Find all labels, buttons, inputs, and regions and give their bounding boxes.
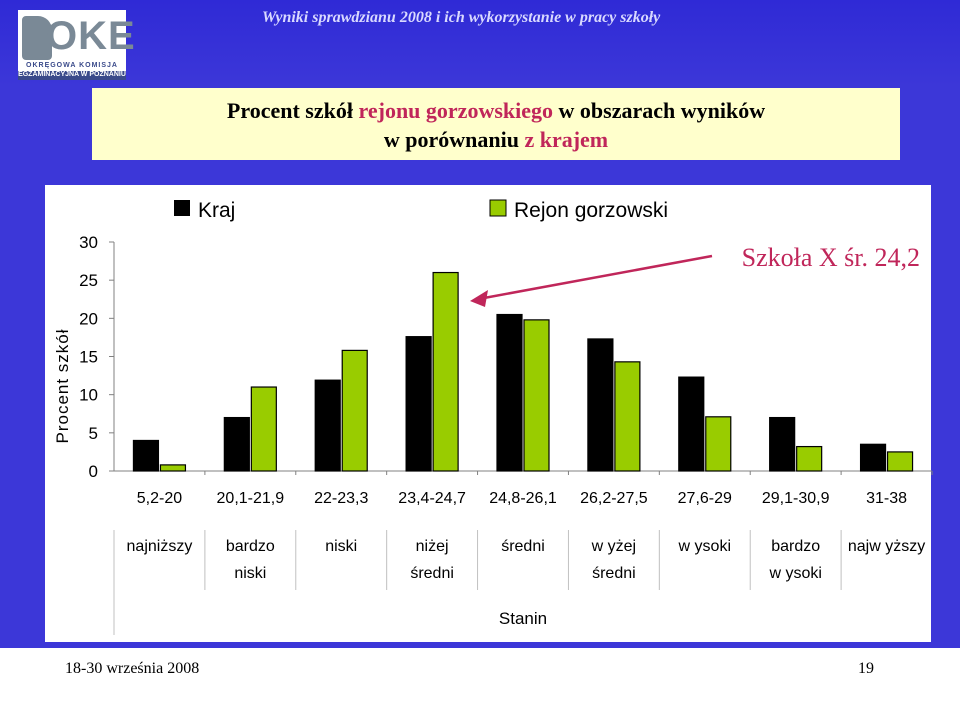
header-title: Wyniki sprawdzianu 2008 i ich wykorzysta… [262, 9, 661, 26]
title-highlight: z krajem [524, 127, 609, 152]
slide-title-line2: w porównaniu z krajem [92, 127, 900, 153]
y-tick-label: 25 [79, 271, 98, 290]
bar-kraj [859, 443, 887, 472]
legend-label-kraj: Kraj [198, 199, 235, 222]
annotation-arrow-line [483, 254, 713, 300]
stanin-label: niski [325, 538, 357, 555]
footer-page-number: 19 [858, 660, 874, 677]
annotation-arrow-head-icon [470, 290, 488, 307]
bar-kraj [405, 336, 432, 472]
y-axis-title: Procent szkół [53, 328, 72, 443]
y-tick-label: 0 [89, 462, 98, 481]
bar-kraj [769, 416, 796, 472]
bar-rejon [705, 416, 732, 472]
y-tick-label: 15 [79, 348, 98, 367]
bar-kraj [678, 376, 705, 472]
stanin-label: najw yższy [848, 538, 925, 555]
chart-panel [45, 185, 931, 642]
bar-rejon [250, 386, 277, 472]
x-category-label: 5,2-20 [137, 490, 182, 507]
stanin-label: niżej [416, 538, 449, 555]
stanin-label: bardzo [771, 538, 820, 555]
x-category-label: 26,2-27,5 [580, 490, 648, 507]
stanin-label: niski [234, 565, 266, 582]
bar-rejon [614, 361, 641, 472]
stanin-label: w ysoki [768, 565, 821, 582]
oke-logo: OKE OKRĘGOWA KOMISJA EGZAMINACYJNA W POZ… [18, 10, 135, 80]
x-category-label: 22-23,3 [314, 490, 368, 507]
legend-swatch-kraj [174, 200, 190, 216]
title-part: w obszarach wyników [553, 98, 766, 123]
stanin-label: średni [410, 565, 454, 582]
slide-header: OKE OKRĘGOWA KOMISJA EGZAMINACYJNA W POZ… [0, 0, 960, 86]
bar-kraj [496, 313, 523, 472]
annotation-label: Szkoła X śr. 24,2 [742, 243, 920, 272]
bar-rejon [886, 451, 914, 472]
slide-title-box: Procent szkół rejonu gorzowskiego w obsz… [92, 88, 900, 160]
y-tick-label: 10 [79, 386, 98, 405]
bar-rejon [796, 445, 823, 472]
legend-swatch-rejon [489, 199, 507, 217]
x-category-label: 20,1-21,9 [217, 490, 285, 507]
x-category-label: 31-38 [866, 490, 907, 507]
stanin-label: najniższy [127, 538, 193, 555]
x-category-label: 24,8-26,1 [489, 490, 557, 507]
y-tick-label: 20 [79, 309, 98, 328]
logo-line1: OKRĘGOWA KOMISJA [26, 62, 118, 69]
bar-kraj [223, 416, 250, 472]
stanin-label: średni [501, 538, 545, 555]
slide-title-line1: Procent szkół rejonu gorzowskiego w obsz… [92, 98, 900, 124]
bar-rejon [432, 271, 459, 472]
stanin-label: bardzo [226, 538, 275, 555]
x-category-label: 23,4-24,7 [398, 490, 466, 507]
footer-date: 18-30 września 2008 [65, 660, 200, 677]
bar-kraj [314, 379, 341, 472]
x-category-label: 27,6-29 [678, 490, 732, 507]
stanin-label: średni [592, 565, 636, 582]
footer [0, 648, 960, 716]
bar-kraj [587, 338, 614, 472]
bar-rejon [159, 464, 187, 472]
bar-kraj [132, 439, 160, 472]
stanin-label: w yżej [591, 538, 636, 555]
title-highlight: rejonu gorzowskiego [358, 98, 554, 123]
stanin-label: w ysoki [678, 538, 731, 555]
logo-mark-icon [22, 16, 52, 60]
x-category-label: 29,1-30,9 [762, 490, 830, 507]
logo-text: OKE [46, 14, 136, 58]
title-part: w porównaniu [383, 127, 525, 152]
title-part: Procent szkół [226, 98, 359, 123]
legend-label-rejon: Rejon gorzowski [514, 199, 668, 222]
x-axis-title: Stanin [499, 609, 547, 628]
logo-line2: EGZAMINACYJNA W POZNANIU [18, 71, 126, 80]
y-tick-label: 5 [89, 424, 98, 443]
bar-rejon [523, 319, 550, 472]
y-tick-label: 30 [79, 233, 98, 252]
bar-rejon [341, 349, 368, 472]
